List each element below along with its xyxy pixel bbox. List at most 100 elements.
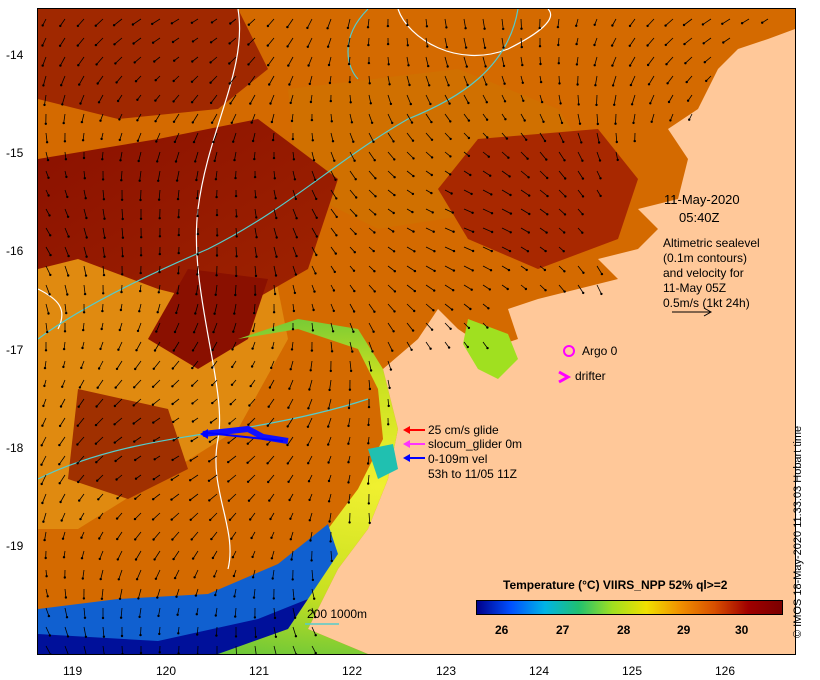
velocity-arrow	[157, 170, 161, 181]
velocity-arrow-head	[48, 634, 52, 637]
velocity-arrow-head	[85, 255, 88, 258]
velocity-arrow	[196, 189, 199, 199]
colorbar-tick: 30	[735, 623, 749, 637]
velocity-arrow	[406, 113, 413, 123]
velocity-arrow	[287, 455, 294, 464]
velocity-arrow-head	[667, 100, 671, 104]
velocity-arrow-head	[117, 578, 121, 581]
velocity-arrow-head	[81, 346, 84, 350]
velocity-arrow-head	[172, 79, 175, 83]
velocity-arrow	[254, 208, 257, 218]
velocity-arrow-head	[286, 45, 289, 48]
velocity-arrow-head	[49, 234, 52, 237]
velocity-arrow-head	[581, 213, 584, 216]
velocity-arrow	[45, 626, 51, 636]
velocity-arrow	[630, 75, 636, 86]
velocity-arrow	[349, 360, 352, 371]
colorbar-tick: 28	[617, 623, 631, 637]
velocity-arrow	[444, 246, 455, 252]
velocity-arrow-head	[632, 121, 635, 125]
velocity-arrow-head	[194, 594, 198, 597]
velocity-arrow-head	[196, 197, 199, 200]
velocity-arrow-head	[41, 64, 44, 67]
velocity-arrow	[83, 626, 87, 637]
velocity-arrow-head	[229, 22, 232, 25]
velocity-arrow	[482, 341, 488, 349]
velocity-arrow	[520, 113, 526, 121]
velocity-arrow	[232, 132, 237, 142]
velocity-arrow-head	[120, 634, 124, 638]
velocity-arrow	[349, 227, 356, 235]
velocity-arrow-head	[67, 235, 70, 238]
velocity-arrow-head	[288, 387, 291, 390]
velocity-arrow	[64, 626, 69, 637]
velocity-arrow-head	[582, 291, 585, 295]
velocity-arrow	[211, 531, 218, 540]
velocity-arrow-head	[120, 198, 124, 201]
velocity-arrow-head	[647, 83, 651, 86]
velocity-arrow-head	[270, 366, 273, 370]
velocity-arrow-head	[327, 443, 330, 446]
velocity-arrow	[249, 512, 256, 520]
velocity-arrow-head	[452, 289, 455, 292]
velocity-arrow	[45, 170, 49, 178]
velocity-arrow-head	[315, 253, 318, 257]
velocity-arrow-head	[353, 251, 356, 254]
velocity-arrow	[43, 398, 47, 407]
velocity-arrow-head	[427, 64, 430, 68]
velocity-arrow-head	[563, 159, 566, 162]
velocity-arrow-head	[274, 635, 278, 638]
velocity-arrow-head	[60, 84, 63, 87]
velocity-arrow-head	[557, 43, 560, 47]
velocity-arrow-head	[189, 459, 192, 462]
velocity-arrow-head	[208, 460, 211, 463]
velocity-arrow-head	[232, 574, 236, 578]
velocity-arrow-head	[172, 439, 175, 442]
argo-circle-icon	[563, 345, 575, 357]
velocity-arrow	[115, 379, 123, 388]
velocity-arrow	[444, 284, 454, 291]
velocity-arrow-head	[388, 386, 391, 390]
velocity-arrow	[210, 37, 218, 43]
velocity-arrow-head	[509, 212, 513, 215]
velocity-arrow	[153, 417, 161, 423]
velocity-arrow-head	[313, 597, 316, 600]
land-mass	[308, 9, 795, 654]
velocity-arrow	[209, 436, 218, 443]
velocity-arrow	[235, 227, 238, 237]
velocity-arrow	[210, 75, 218, 83]
velocity-arrow-head	[190, 21, 194, 24]
velocity-arrow	[539, 208, 548, 215]
velocity-arrow	[137, 132, 142, 141]
velocity-arrow-head	[563, 290, 566, 293]
velocity-arrow-head	[464, 27, 467, 30]
velocity-arrow	[248, 56, 256, 65]
velocity-arrow-head	[370, 121, 374, 125]
velocity-arrow-head	[114, 386, 117, 389]
velocity-arrow-head	[392, 211, 395, 215]
velocity-arrow-head	[761, 21, 764, 24]
velocity-arrow-head	[347, 461, 350, 464]
velocity-arrow	[134, 56, 142, 63]
velocity-arrow-head	[84, 635, 88, 638]
velocity-arrow-head	[581, 195, 585, 198]
velocity-arrow-head	[234, 293, 237, 297]
velocity-arrow-head	[136, 119, 139, 122]
velocity-arrow	[155, 569, 161, 579]
velocity-arrow	[254, 265, 257, 276]
velocity-arrow	[307, 18, 313, 29]
velocity-arrow-head	[526, 250, 530, 253]
velocity-arrow	[254, 645, 257, 654]
velocity-arrow-head	[100, 597, 104, 600]
velocity-arrow-head	[430, 173, 433, 177]
velocity-arrow	[327, 436, 332, 445]
velocity-arrow	[425, 37, 428, 47]
velocity-arrow	[482, 284, 491, 290]
velocity-arrow	[596, 284, 602, 295]
velocity-arrow-head	[611, 64, 614, 67]
velocity-arrow-head	[153, 349, 157, 352]
velocity-arrow-head	[158, 252, 161, 256]
velocity-arrow	[387, 75, 390, 85]
velocity-arrow-head	[66, 215, 70, 218]
velocity-arrow-head	[82, 597, 86, 600]
